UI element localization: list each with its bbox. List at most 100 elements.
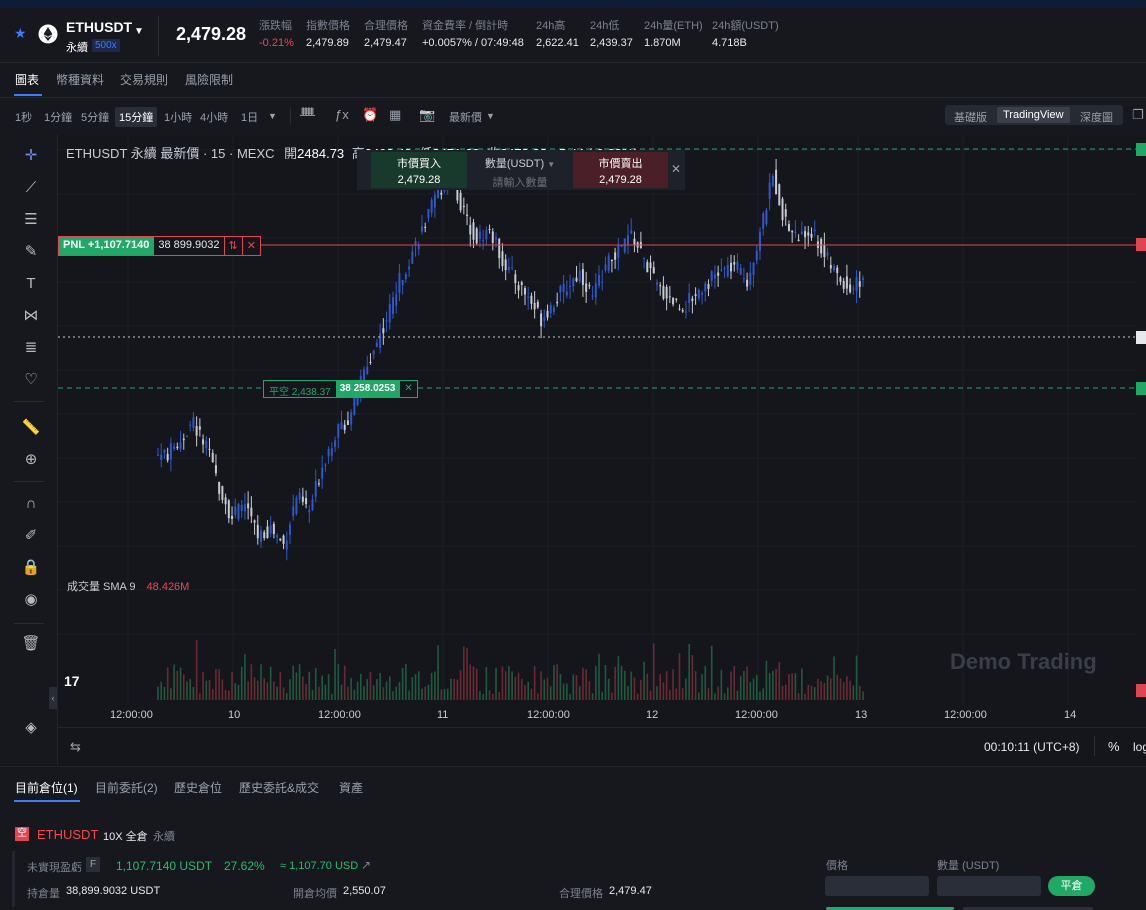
volume-bar [289,679,291,700]
tab-position-history[interactable]: 歷史倉位 [174,781,223,795]
close-all-button-edge[interactable] [963,907,1093,910]
market-sell-button[interactable]: 市價賣出 2,479.28 [573,152,668,188]
volume-bar [244,654,246,700]
symbol-name[interactable]: ETHUSDT [66,19,133,35]
cancel-close-icon[interactable]: ✕ [399,381,417,397]
tab-trading-rules[interactable]: 交易規則 [120,73,169,87]
volume-bar [163,686,166,700]
view-depth[interactable]: 深度圖 [1080,112,1113,124]
alert-icon[interactable]: ⏰ [362,107,379,122]
pattern-icon[interactable]: ⋈ [23,307,39,324]
candle-body [787,224,790,231]
interval-1m[interactable]: 1分鐘 [44,112,73,124]
volume-bar [643,661,645,700]
percent-scale-toggle[interactable]: % [1108,739,1120,754]
close-price-input[interactable] [825,876,929,896]
volume-bar [318,686,320,700]
position-leverage[interactable]: 10X 全倉 [103,831,148,843]
symbol-dropdown-icon[interactable]: ▼ [134,26,144,37]
favorite-star-icon[interactable]: ★ [14,25,27,41]
tab-chart[interactable]: 圖表 [15,73,40,87]
candle-body [375,342,378,347]
candlestick-canvas[interactable] [58,135,1146,705]
layers-icon[interactable]: ◈ [25,719,37,736]
tab-assets[interactable]: 資產 [339,781,364,795]
draw-lock-icon[interactable]: ✐ [24,527,38,544]
order-qty-label: 數量(USDT) [484,158,545,170]
order-panel-close-icon[interactable]: ✕ [671,162,682,176]
text-icon[interactable]: T [26,275,36,292]
candle-body [314,481,317,497]
volume-bar [372,685,375,700]
candle-body [250,507,253,517]
interval-1s[interactable]: 1秒 [15,112,33,124]
magnet-icon[interactable]: ∩ [25,495,37,512]
tab-risk-limits[interactable]: 風險限制 [185,73,234,87]
reverse-position-icon[interactable]: ⇅ [223,237,242,255]
volume-bar [788,673,790,700]
volume-bar [858,685,861,700]
close-short-line-label[interactable]: 平空 2,438.37 38 258.0253 ✕ [263,380,418,398]
interval-1d[interactable]: 1日 [241,112,259,124]
price-chart[interactable]: ETHUSDT 永續 最新價 · 15 · MEXC 開2484.73 高249… [58,135,1146,705]
collapse-tools-handle[interactable]: ‹ [49,687,57,709]
time-label: 11 [437,709,449,721]
pnl-line-label[interactable]: PNL +1,107.7140 38 899.9032 ⇅ ✕ [58,236,261,256]
time-axis[interactable]: 12:00:00 10 12:00:00 11 12:00:00 12 12:0… [58,705,1146,727]
crosshair-icon[interactable]: ✛ [24,147,38,164]
layout-icon[interactable]: ▦ [389,107,402,122]
market-close-button-edge[interactable] [826,907,954,910]
trash-icon[interactable]: 🗑 [21,635,41,652]
volume-bar [218,669,220,700]
lock-icon[interactable]: 🔒 [21,559,41,576]
qty-dropdown-icon[interactable]: ▼ [547,160,556,169]
close-position-icon[interactable]: ✕ [241,237,260,255]
position-symbol[interactable]: ETHUSDT [37,827,99,842]
camera-icon[interactable]: 📷 [419,107,436,122]
trendline-icon[interactable]: ⟋ [25,179,37,196]
interval-5m[interactable]: 5分鐘 [81,112,110,124]
candle-style-icon[interactable]: ᚙ [300,107,315,122]
eye-icon[interactable]: ◉ [24,591,38,608]
tab-positions[interactable]: 目前倉位(1) [15,781,78,795]
candle-body [511,267,514,269]
volume-bar [308,671,311,700]
pnl-mode-badge[interactable]: F [86,857,100,872]
price-type-dropdown-icon[interactable]: ▼ [486,111,495,121]
tab-coin-info[interactable]: 幣種資料 [56,73,105,87]
clock-timezone[interactable]: 00:10:11 (UTC+8) [984,740,1080,754]
interval-dropdown-icon[interactable]: ▼ [268,111,277,121]
view-basic[interactable]: 基礎版 [954,112,987,124]
fullscreen-icon[interactable]: ❐ [1132,107,1144,122]
ruler-icon[interactable]: 📏 [21,419,41,436]
chart-toolbar: 1秒 1分鐘 5分鐘 15分鐘 1小時 4小時 1日 ▼ ᚙ ƒx ⏰ ▦ 📷 … [0,97,1146,136]
date-range-icon[interactable]: ⇆ [70,739,81,754]
view-tradingview[interactable]: TradingView [997,107,1070,123]
volume-bar [617,656,620,700]
close-qty-input[interactable] [937,876,1041,896]
share-icon[interactable]: ↗ [361,858,372,872]
interval-1h[interactable]: 1小時 [164,112,193,124]
view-switch: 基礎版 TradingView 深度圖 [945,105,1123,125]
close-position-button[interactable]: 平倉 [1048,876,1095,896]
log-scale-toggle[interactable]: log [1133,740,1146,754]
tab-open-orders[interactable]: 目前委託(2) [95,781,158,795]
brush-icon[interactable]: ✎ [24,243,38,260]
volume-bar [443,688,446,700]
price-type-select[interactable]: 最新價 [449,112,482,124]
volume-bar [305,683,307,700]
zoom-in-icon[interactable]: ⊕ [24,451,38,468]
tab-order-history[interactable]: 歷史委託&成交 [239,781,320,795]
candle-body [807,232,810,236]
order-qty-field[interactable]: 數量(USDT) ▼ 請輸入數量 [469,152,571,189]
indicators-icon[interactable]: ƒx [335,107,349,122]
market-buy-button[interactable]: 市價買入 2,479.28 [371,152,467,188]
fib-icon[interactable]: ≣ [24,339,38,356]
volume-bar [562,683,565,700]
interval-15m[interactable]: 15分鐘 [115,107,158,127]
interval-4h[interactable]: 4小時 [200,112,229,124]
candle-body [607,255,610,272]
horizontal-lines-icon[interactable]: ☰ [24,211,38,228]
short-side-badge: 空 [15,827,29,841]
heart-icon[interactable]: ♡ [24,371,38,388]
